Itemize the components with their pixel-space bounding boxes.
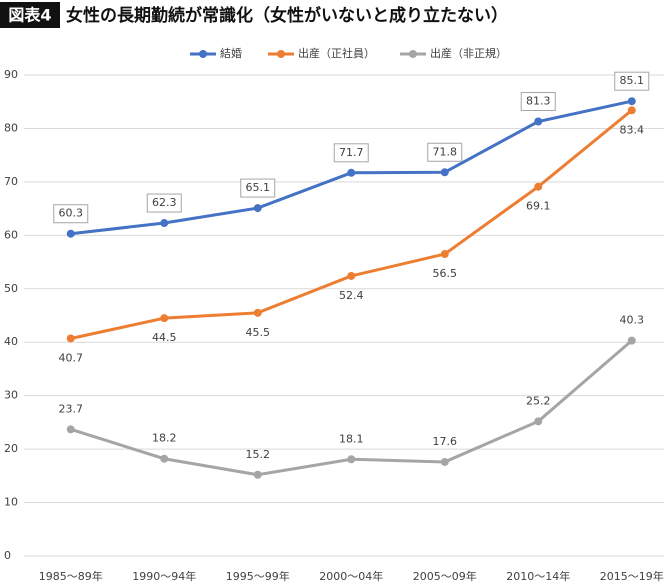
data-label: 71.7 bbox=[339, 146, 364, 159]
figure-badge bbox=[0, 2, 60, 28]
y-tick-label: 90 bbox=[4, 68, 18, 81]
data-label: 62.3 bbox=[152, 196, 177, 209]
data-point bbox=[253, 204, 262, 213]
data-label: 83.4 bbox=[620, 123, 645, 136]
data-point bbox=[347, 168, 356, 177]
data-label: 71.8 bbox=[433, 145, 458, 158]
data-point bbox=[66, 425, 75, 434]
x-tick-label: 2015〜19年 bbox=[600, 569, 664, 583]
data-label: 15.2 bbox=[246, 448, 271, 461]
legend-marker bbox=[277, 50, 285, 58]
data-label: 18.2 bbox=[152, 432, 177, 445]
chart-title: 女性の長期勤続が常識化（女性がいないと成り立たない） bbox=[66, 5, 508, 26]
data-label: 40.3 bbox=[620, 314, 645, 327]
data-label: 56.5 bbox=[433, 267, 458, 280]
y-tick-label: 50 bbox=[4, 282, 18, 295]
figure-label: 図表4 bbox=[8, 6, 51, 25]
y-tick-label: 60 bbox=[4, 228, 18, 241]
label-box bbox=[614, 71, 650, 91]
series-line bbox=[70, 99, 633, 236]
data-point bbox=[160, 314, 169, 323]
x-tick-label: 2000〜04年 bbox=[319, 569, 383, 583]
data-point bbox=[347, 271, 356, 280]
data-label: 52.4 bbox=[339, 289, 364, 302]
y-tick-label: 20 bbox=[4, 442, 18, 455]
data-point bbox=[534, 417, 543, 426]
data-label: 18.1 bbox=[339, 432, 364, 445]
y-tick-label: 80 bbox=[4, 121, 18, 134]
series-line bbox=[70, 339, 633, 477]
label-box bbox=[520, 91, 556, 111]
x-tick-label: 1985〜89年 bbox=[39, 569, 103, 583]
legend-label: 出産（非正規） bbox=[430, 46, 507, 60]
y-tick-label: 70 bbox=[4, 175, 18, 188]
y-tick-label: 40 bbox=[4, 335, 18, 348]
legend-marker bbox=[409, 50, 417, 58]
data-label: 69.1 bbox=[526, 200, 551, 213]
data-label: 65.1 bbox=[246, 181, 271, 194]
data-point bbox=[440, 250, 449, 259]
legend-label: 結婚 bbox=[220, 46, 242, 60]
data-label: 17.6 bbox=[433, 435, 458, 448]
y-tick-label: 30 bbox=[4, 389, 18, 402]
data-label: 25.2 bbox=[526, 394, 551, 407]
data-label: 23.7 bbox=[59, 402, 84, 415]
data-label: 40.7 bbox=[59, 351, 84, 364]
data-point bbox=[534, 117, 543, 126]
label-box bbox=[146, 193, 182, 213]
x-tick-label: 1995〜99年 bbox=[226, 569, 290, 583]
x-tick-label: 2005〜09年 bbox=[413, 569, 477, 583]
data-point bbox=[627, 336, 636, 345]
data-point bbox=[347, 455, 356, 464]
legend-label: 出産（正社員） bbox=[298, 46, 375, 60]
label-box bbox=[240, 178, 276, 198]
x-tick-label: 1990〜94年 bbox=[132, 569, 196, 583]
y-tick-label: 10 bbox=[4, 496, 18, 509]
y-tick-label: 0 bbox=[4, 549, 11, 562]
label-box bbox=[53, 204, 89, 224]
data-label: 85.1 bbox=[620, 74, 645, 87]
data-point bbox=[440, 168, 449, 177]
x-tick-label: 2010〜14年 bbox=[506, 569, 570, 583]
legend-marker bbox=[199, 50, 207, 58]
data-point bbox=[160, 219, 169, 228]
data-label: 81.3 bbox=[526, 94, 551, 107]
data-point bbox=[627, 106, 636, 115]
data-point bbox=[253, 470, 262, 479]
data-label: 44.5 bbox=[152, 331, 177, 344]
data-point bbox=[627, 97, 636, 106]
data-point bbox=[440, 457, 449, 466]
data-point bbox=[66, 334, 75, 343]
label-box bbox=[427, 142, 463, 162]
data-label: 45.5 bbox=[246, 326, 271, 339]
data-point bbox=[534, 182, 543, 191]
data-label: 60.3 bbox=[59, 207, 84, 220]
data-point bbox=[253, 308, 262, 317]
data-point bbox=[160, 454, 169, 463]
data-point bbox=[66, 229, 75, 238]
label-box bbox=[333, 143, 369, 163]
